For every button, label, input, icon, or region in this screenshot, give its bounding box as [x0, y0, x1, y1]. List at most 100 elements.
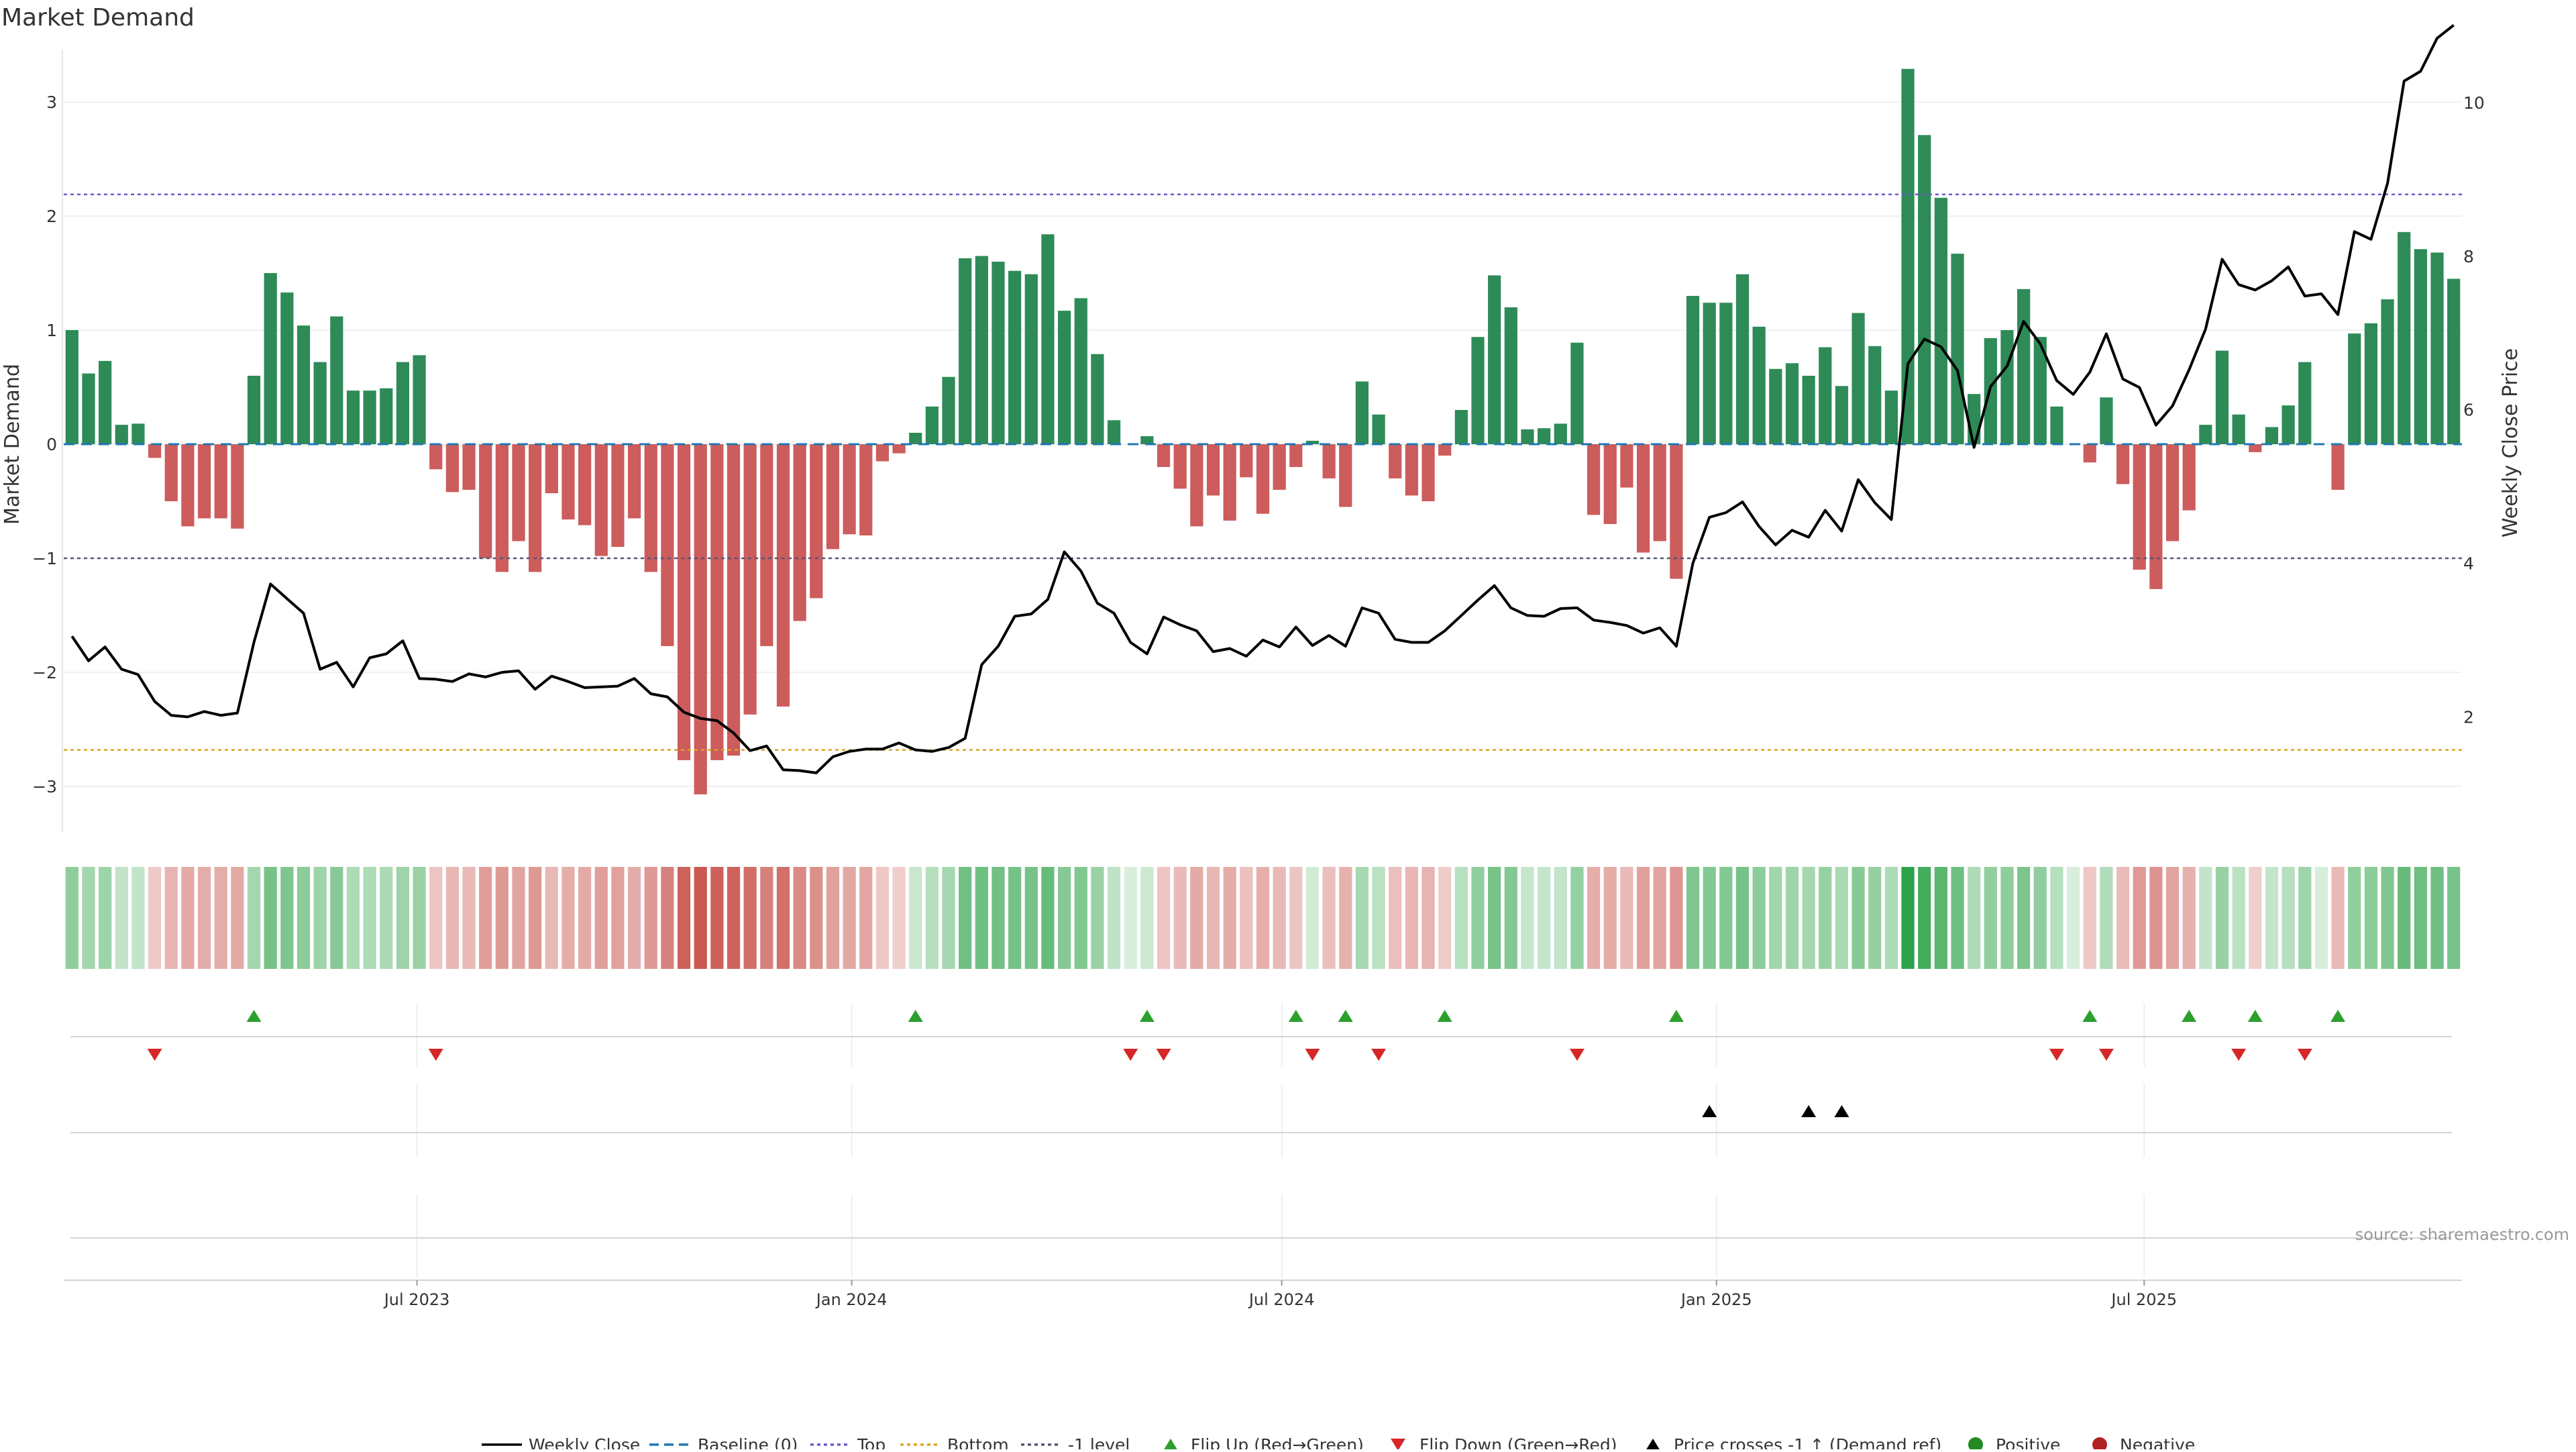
heat-cell	[1570, 867, 1584, 969]
flip-up-marker	[908, 1010, 923, 1022]
legend-swatch	[1163, 1439, 1178, 1451]
x-tick-label: Jul 2025	[2110, 1290, 2177, 1309]
heat-cell	[1488, 867, 1501, 969]
heat-cell	[1305, 867, 1320, 969]
heat-strip-panel	[65, 867, 2461, 969]
demand-bar	[1951, 254, 1964, 444]
flip-down-marker	[428, 1049, 443, 1061]
demand-bar	[1686, 296, 1700, 444]
heat-cell	[1024, 867, 1038, 969]
demand-bar	[2133, 444, 2146, 570]
demand-bar	[2017, 289, 2031, 444]
demand-bar	[2282, 405, 2295, 444]
heat-cell	[710, 867, 724, 969]
flip-down-marker	[2098, 1049, 2114, 1061]
demand-bar	[2182, 444, 2196, 511]
demand-bar	[710, 444, 724, 760]
heat-cell	[2331, 867, 2345, 969]
demand-bar	[529, 444, 542, 572]
y-tick-label-left: 0	[46, 435, 57, 454]
heat-cell	[2133, 867, 2146, 969]
demand-bar	[1968, 394, 1981, 444]
heat-cell	[2298, 867, 2312, 969]
flip-down-marker	[1569, 1049, 1585, 1061]
demand-bar	[826, 444, 840, 550]
demand-bar	[1107, 420, 1121, 444]
demand-bar	[2298, 362, 2312, 444]
heat-cell	[826, 867, 840, 969]
demand-bar	[1504, 307, 1517, 444]
demand-bar	[297, 325, 311, 444]
demand-bar	[1289, 444, 1303, 467]
heat-cell	[1355, 867, 1369, 969]
legend-swatch	[1968, 1437, 1983, 1452]
heat-cell	[413, 867, 426, 969]
heat-cell	[859, 867, 873, 969]
demand-bar	[131, 423, 145, 444]
demand-bar	[1256, 444, 1270, 514]
heat-cell	[1901, 867, 1915, 969]
demand-bar	[1670, 444, 1683, 579]
heat-cell	[875, 867, 890, 969]
heat-cell	[1223, 867, 1236, 969]
heat-cell	[760, 867, 773, 969]
x-tick-label: Jul 2024	[1248, 1290, 1315, 1309]
demand-bar	[247, 376, 261, 444]
legend-swatch	[2092, 1437, 2107, 1452]
heat-cell	[1587, 867, 1601, 969]
demand-bar	[959, 258, 972, 444]
heat-cell	[909, 867, 922, 969]
heat-cell	[2165, 867, 2180, 969]
demand-bar	[280, 292, 294, 444]
demand-bar	[1901, 68, 1915, 444]
demand-bar	[2381, 299, 2394, 444]
heat-cell	[843, 867, 856, 969]
demand-bar	[1008, 270, 1022, 444]
price-cross-marker	[1834, 1105, 1849, 1117]
heat-cell	[429, 867, 443, 969]
demand-bar	[859, 444, 873, 535]
heat-cell	[1851, 867, 1865, 969]
heat-cell	[1703, 867, 1716, 969]
heat-cell	[2000, 867, 2014, 969]
price-cross-panel	[70, 1084, 2452, 1157]
heat-cell	[1984, 867, 1997, 969]
demand-bar	[2033, 337, 2047, 444]
heat-cell	[2348, 867, 2361, 969]
heat-cell	[1058, 867, 1071, 969]
heat-cell	[1653, 867, 1666, 969]
heat-cell	[2364, 867, 2378, 969]
heat-cell	[280, 867, 294, 969]
heat-cell	[1339, 867, 1352, 969]
heat-cell	[810, 867, 823, 969]
y-tick-label-left: −3	[32, 777, 57, 796]
heat-cell	[545, 867, 558, 969]
demand-bar	[1570, 342, 1584, 444]
demand-bar	[1157, 444, 1171, 467]
demand-bar	[1305, 440, 1320, 444]
demand-bar	[164, 444, 178, 501]
demand-bar	[1240, 444, 1253, 478]
demand-bar	[611, 444, 625, 547]
heat-cell	[2232, 867, 2245, 969]
demand-bar	[1140, 436, 1154, 444]
demand-bar	[1752, 326, 1766, 444]
demand-bar	[1653, 444, 1666, 541]
demand-bar	[661, 444, 674, 646]
demand-bar	[231, 444, 244, 529]
flip-up-marker	[1437, 1010, 1452, 1022]
legend: Weekly Close Baseline (0) Top Bottom -1 leve…	[482, 1435, 2195, 1452]
legend-label: -1 level	[1068, 1435, 1130, 1449]
heat-cell	[65, 867, 78, 969]
demand-bar	[1620, 444, 1633, 488]
heat-cell	[2182, 867, 2196, 969]
source-label: source: sharemaestro.com	[2355, 1225, 2569, 1244]
demand-bar	[594, 444, 608, 556]
heat-cell	[1438, 867, 1452, 969]
heat-cell	[148, 867, 162, 969]
demand-bar	[346, 391, 360, 444]
demand-bar	[1389, 444, 1402, 478]
legend-label: Top	[857, 1435, 885, 1449]
demand-bar	[495, 444, 508, 572]
